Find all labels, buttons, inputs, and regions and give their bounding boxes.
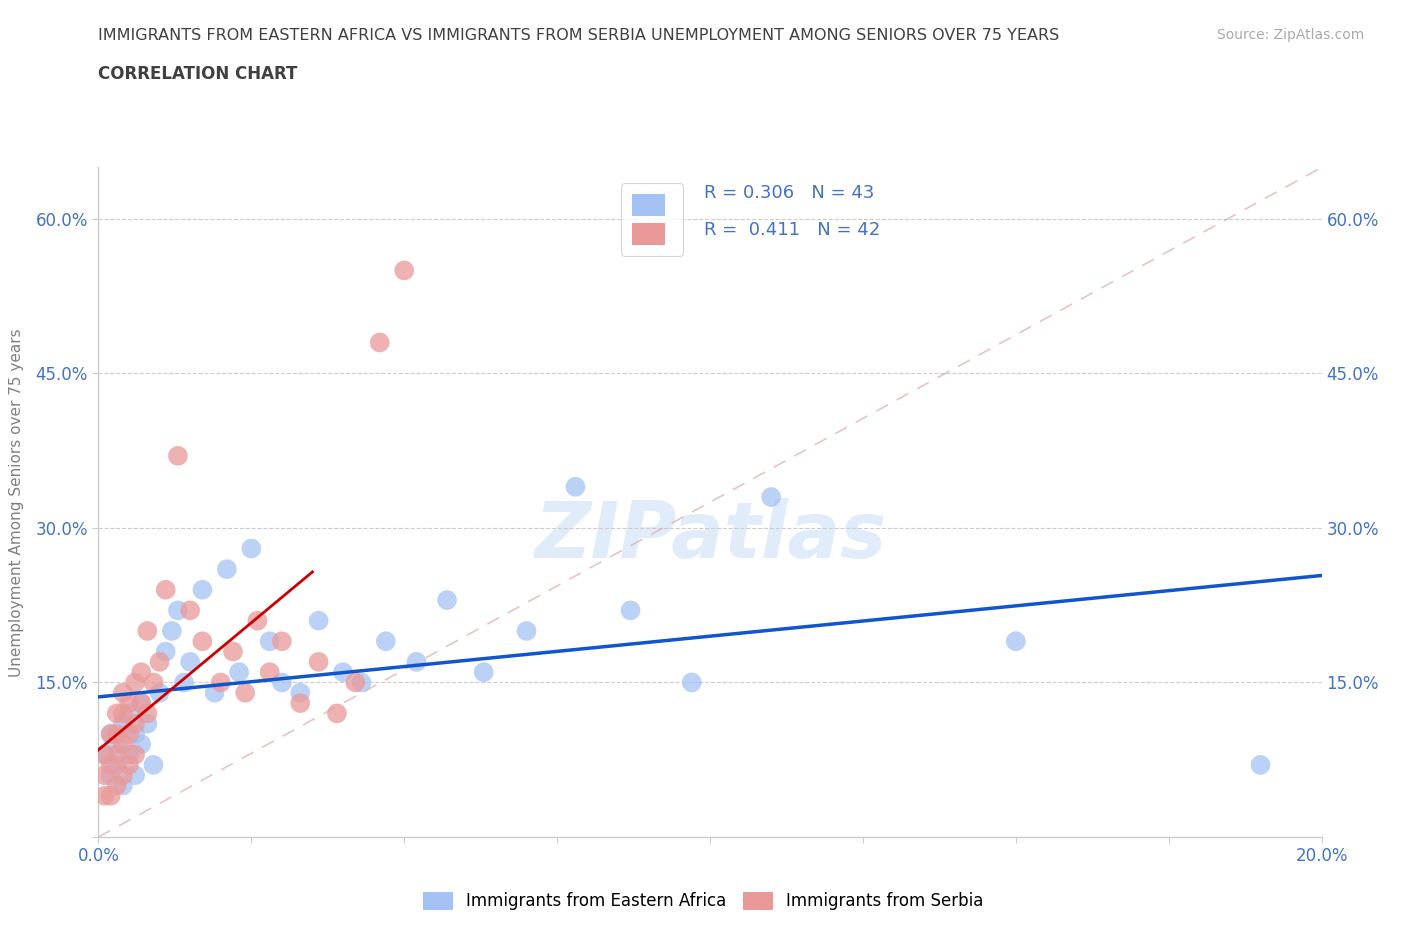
Point: [105, 737, 128, 751]
Point: [259, 665, 281, 680]
Point: [681, 675, 703, 690]
Point: [93, 747, 115, 762]
Point: [129, 737, 152, 751]
Point: [259, 634, 281, 649]
Point: [204, 685, 226, 700]
Point: [344, 675, 367, 690]
Point: [100, 768, 122, 783]
Point: [118, 726, 141, 741]
Point: [290, 696, 312, 711]
Point: [111, 685, 134, 700]
Point: [124, 726, 146, 741]
Point: [270, 634, 292, 649]
Point: [350, 675, 373, 690]
Point: [290, 685, 312, 700]
Point: [118, 747, 141, 762]
Point: [111, 737, 134, 751]
Point: [173, 675, 195, 690]
Point: [436, 592, 458, 607]
Point: [118, 706, 141, 721]
Point: [368, 335, 391, 350]
Point: [308, 655, 330, 670]
Point: [215, 562, 238, 577]
Point: [516, 623, 538, 638]
Point: [111, 716, 134, 731]
Text: IMMIGRANTS FROM EASTERN AFRICA VS IMMIGRANTS FROM SERBIA UNEMPLOYMENT AMONG SENI: IMMIGRANTS FROM EASTERN AFRICA VS IMMIGR…: [98, 28, 1060, 43]
Text: ZIPatlas: ZIPatlas: [534, 498, 886, 574]
Point: [136, 706, 159, 721]
Point: [124, 747, 146, 762]
Point: [179, 603, 201, 618]
Point: [472, 665, 495, 680]
Point: [111, 706, 134, 721]
Point: [105, 778, 128, 793]
Point: [105, 757, 128, 772]
Point: [564, 479, 586, 494]
Point: [124, 716, 146, 731]
Point: [228, 665, 250, 680]
Point: [105, 706, 128, 721]
Point: [142, 675, 165, 690]
Point: [129, 665, 152, 680]
Point: [105, 747, 128, 762]
Point: [149, 685, 172, 700]
Point: [1249, 757, 1271, 772]
Point: [246, 613, 269, 628]
Text: CORRELATION CHART: CORRELATION CHART: [98, 65, 298, 83]
Point: [392, 263, 416, 278]
Point: [118, 696, 141, 711]
Point: [118, 757, 141, 772]
Point: [105, 726, 128, 741]
Point: [308, 613, 330, 628]
Y-axis label: Unemployment Among Seniors over 75 years: Unemployment Among Seniors over 75 years: [10, 328, 24, 676]
Point: [155, 644, 177, 659]
Point: [124, 675, 146, 690]
Point: [136, 716, 159, 731]
Point: [136, 623, 159, 638]
Point: [167, 448, 190, 463]
Point: [209, 675, 232, 690]
Point: [93, 747, 115, 762]
Point: [1004, 634, 1026, 649]
Point: [179, 655, 201, 670]
Point: [129, 696, 152, 711]
Point: [142, 757, 165, 772]
Point: [111, 768, 134, 783]
Point: [129, 696, 152, 711]
Point: [222, 644, 245, 659]
Point: [405, 655, 427, 670]
Point: [233, 685, 256, 700]
Point: [167, 603, 190, 618]
Point: [191, 582, 214, 597]
Point: [240, 541, 263, 556]
Point: [93, 768, 115, 783]
Point: [332, 665, 354, 680]
Point: [374, 634, 396, 649]
Point: [326, 706, 349, 721]
Point: [111, 778, 134, 793]
Point: [191, 634, 214, 649]
Legend: , : ,: [621, 183, 682, 256]
Point: [93, 789, 115, 804]
Text: Source: ZipAtlas.com: Source: ZipAtlas.com: [1216, 28, 1364, 42]
Text: R =  0.411   N = 42: R = 0.411 N = 42: [704, 221, 880, 239]
Point: [124, 768, 146, 783]
Legend: Immigrants from Eastern Africa, Immigrants from Serbia: Immigrants from Eastern Africa, Immigran…: [416, 885, 990, 917]
Point: [149, 655, 172, 670]
Point: [270, 675, 292, 690]
Point: [619, 603, 641, 618]
Point: [100, 726, 122, 741]
Point: [759, 489, 782, 504]
Text: R = 0.306   N = 43: R = 0.306 N = 43: [704, 184, 875, 202]
Point: [155, 582, 177, 597]
Point: [100, 789, 122, 804]
Point: [160, 623, 183, 638]
Point: [100, 757, 122, 772]
Point: [100, 726, 122, 741]
